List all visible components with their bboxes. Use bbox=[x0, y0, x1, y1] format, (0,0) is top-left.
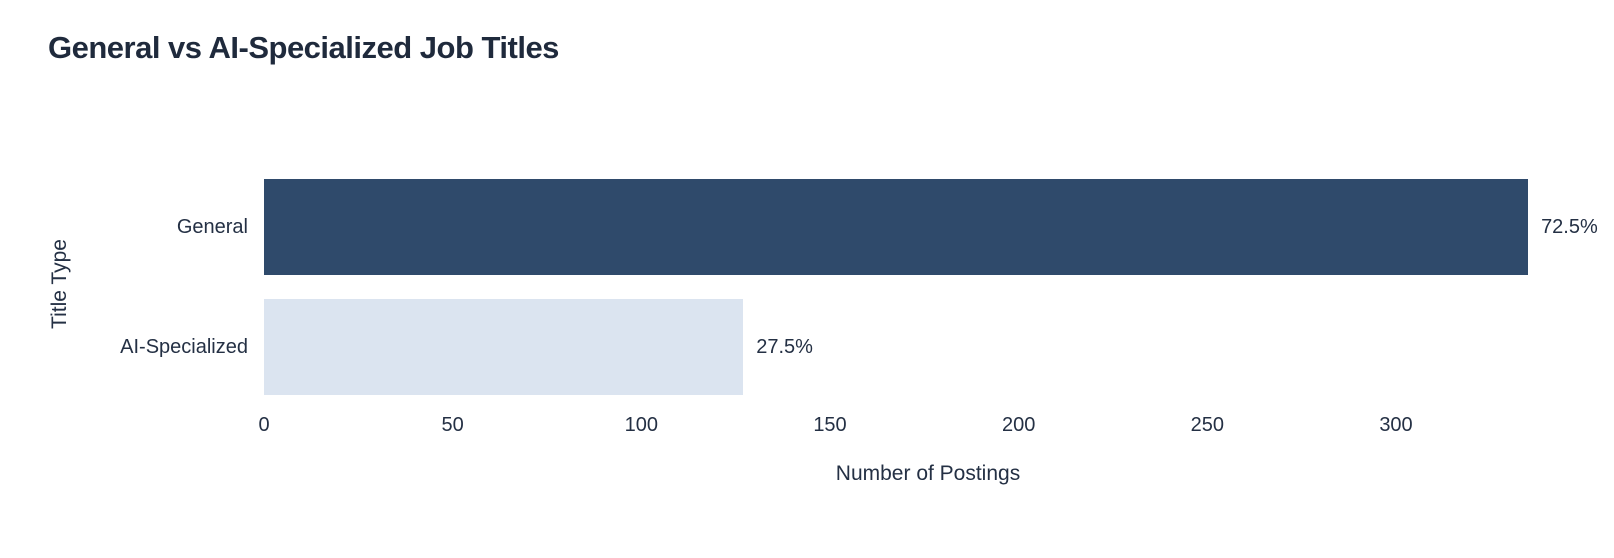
bar-ai-specialized bbox=[264, 299, 744, 395]
x-tick-label: 50 bbox=[441, 414, 464, 436]
x-tick-label: 0 bbox=[258, 414, 270, 436]
bar-value-label: 72.5% bbox=[1541, 215, 1598, 238]
x-tick-label: 250 bbox=[1190, 414, 1225, 436]
y-tick-label: AI-Specialized bbox=[120, 335, 248, 358]
x-tick-label: 100 bbox=[624, 414, 659, 436]
x-tick-label: 300 bbox=[1379, 414, 1413, 436]
x-tick-label: 200 bbox=[1001, 414, 1036, 436]
bar-value-label: 27.5% bbox=[756, 335, 813, 358]
x-axis-title: Number of Postings bbox=[835, 462, 1021, 485]
chart-title: General vs AI-Specialized Job Titles bbox=[48, 30, 559, 65]
bar-general bbox=[264, 179, 1529, 275]
x-tick-label: 150 bbox=[813, 414, 847, 436]
y-tick-label: General bbox=[176, 215, 248, 238]
